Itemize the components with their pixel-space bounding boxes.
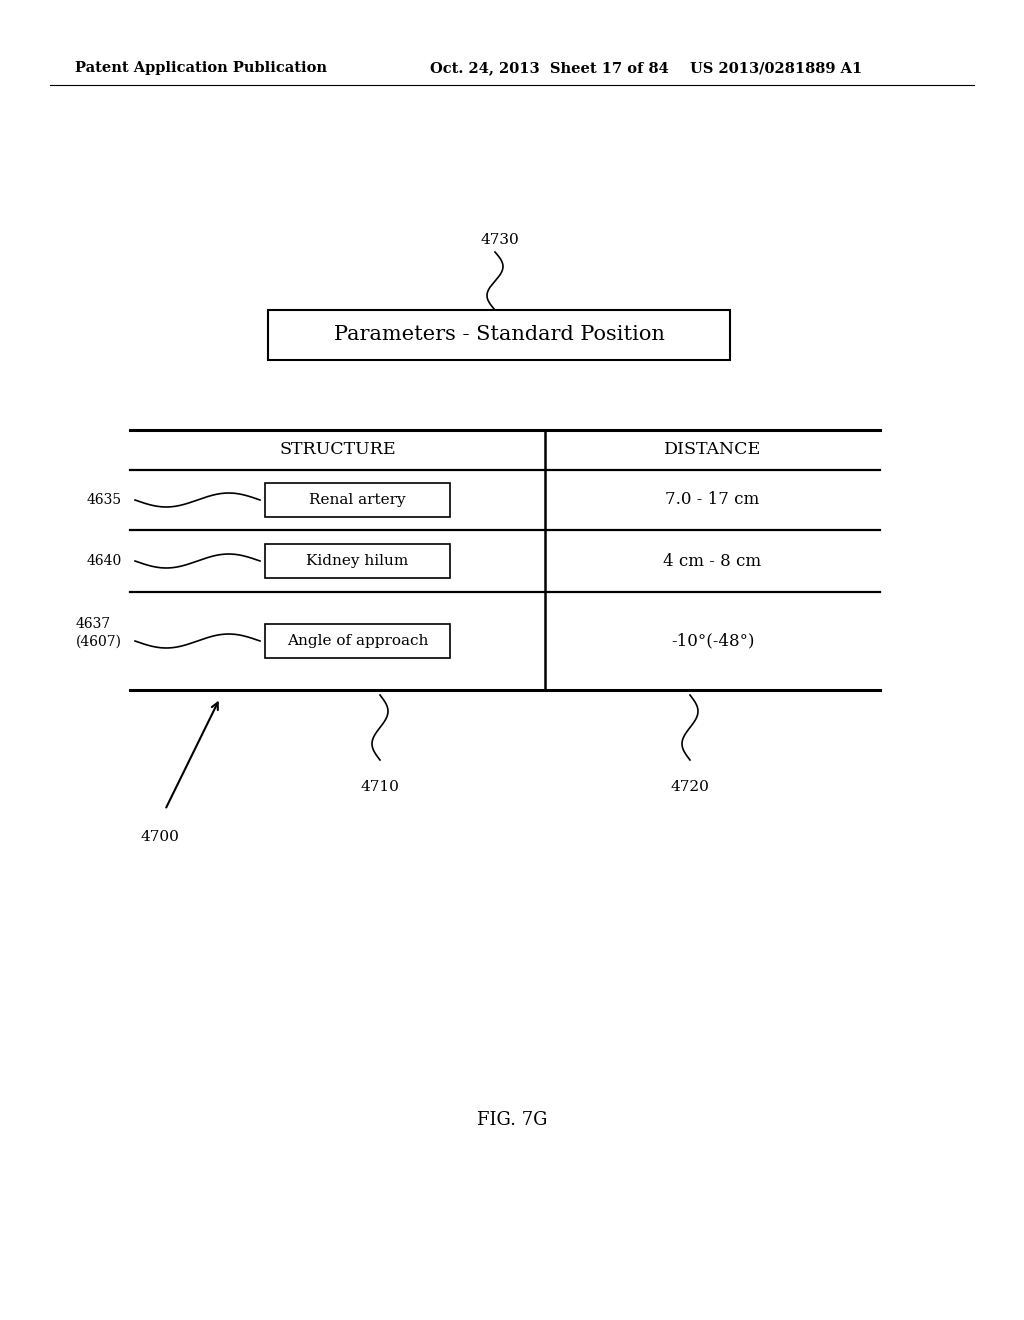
Bar — [265, 624, 450, 657]
Text: 4700: 4700 — [140, 830, 179, 843]
Text: STRUCTURE: STRUCTURE — [280, 441, 396, 458]
Bar — [265, 483, 450, 517]
Text: US 2013/0281889 A1: US 2013/0281889 A1 — [690, 61, 862, 75]
Text: 4 cm - 8 cm: 4 cm - 8 cm — [664, 553, 762, 569]
Text: 4730: 4730 — [480, 234, 519, 247]
Text: 4710: 4710 — [360, 780, 399, 795]
Text: 7.0 - 17 cm: 7.0 - 17 cm — [666, 491, 760, 508]
Bar — [268, 310, 730, 360]
Text: Kidney hilum: Kidney hilum — [306, 554, 409, 568]
Text: FIG. 7G: FIG. 7G — [477, 1111, 547, 1129]
Text: 4637
(4607): 4637 (4607) — [76, 618, 122, 648]
Text: Angle of approach: Angle of approach — [287, 634, 428, 648]
Text: 4720: 4720 — [671, 780, 710, 795]
Text: 4640: 4640 — [87, 554, 122, 568]
Text: DISTANCE: DISTANCE — [664, 441, 761, 458]
Text: Patent Application Publication: Patent Application Publication — [75, 61, 327, 75]
Text: Parameters - Standard Position: Parameters - Standard Position — [334, 326, 665, 345]
Bar — [265, 544, 450, 578]
Text: -10°(-48°): -10°(-48°) — [671, 632, 755, 649]
Text: 4635: 4635 — [87, 492, 122, 507]
Text: Oct. 24, 2013  Sheet 17 of 84: Oct. 24, 2013 Sheet 17 of 84 — [430, 61, 669, 75]
Text: Renal artery: Renal artery — [309, 492, 406, 507]
